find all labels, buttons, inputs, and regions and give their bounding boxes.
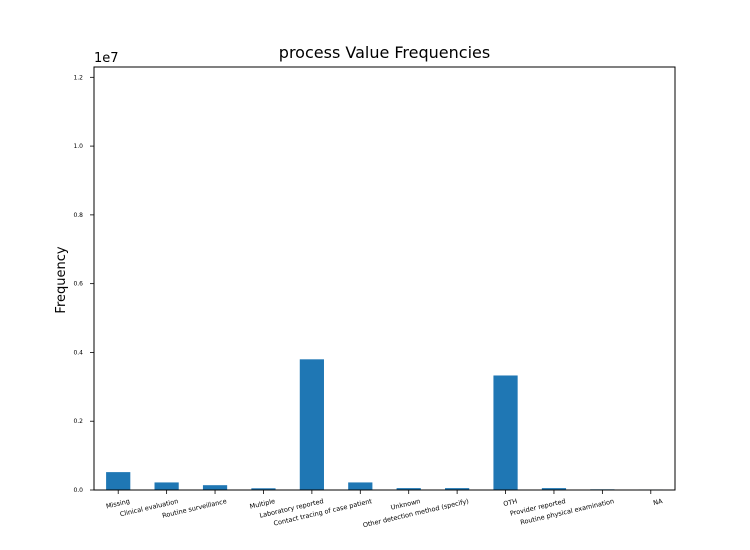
bars-group [106,359,663,490]
bar [541,488,567,490]
y-tick-label: 0.6 [73,281,83,288]
y-tick-label: 0.2 [73,418,83,425]
y-tick-label: 0.4 [73,349,83,356]
y-tick-label: 1.0 [73,143,83,150]
bar [299,359,324,490]
chart-title: process Value Frequencies [279,43,490,62]
bar [202,485,228,490]
bar [348,482,373,490]
y-axis-multiplier: 1e7 [94,51,119,66]
y-tick-label: 0.8 [73,212,83,219]
y-tick-label: 1.2 [73,74,83,81]
bar [154,482,179,490]
y-tick-label: 0.0 [73,487,83,494]
bar [251,488,276,490]
bar [493,375,518,490]
x-tick-label: OTH [503,497,519,508]
bar [445,488,470,490]
bar [396,488,421,490]
y-axis-label: Frequency [54,246,69,313]
plot-frame [93,66,676,491]
y-axis-ticks: 0.0 0.2 0.4 0.6 0.8 1.0 1.2 [73,74,94,494]
x-tick-label: NA [652,497,663,507]
bar [106,472,131,490]
